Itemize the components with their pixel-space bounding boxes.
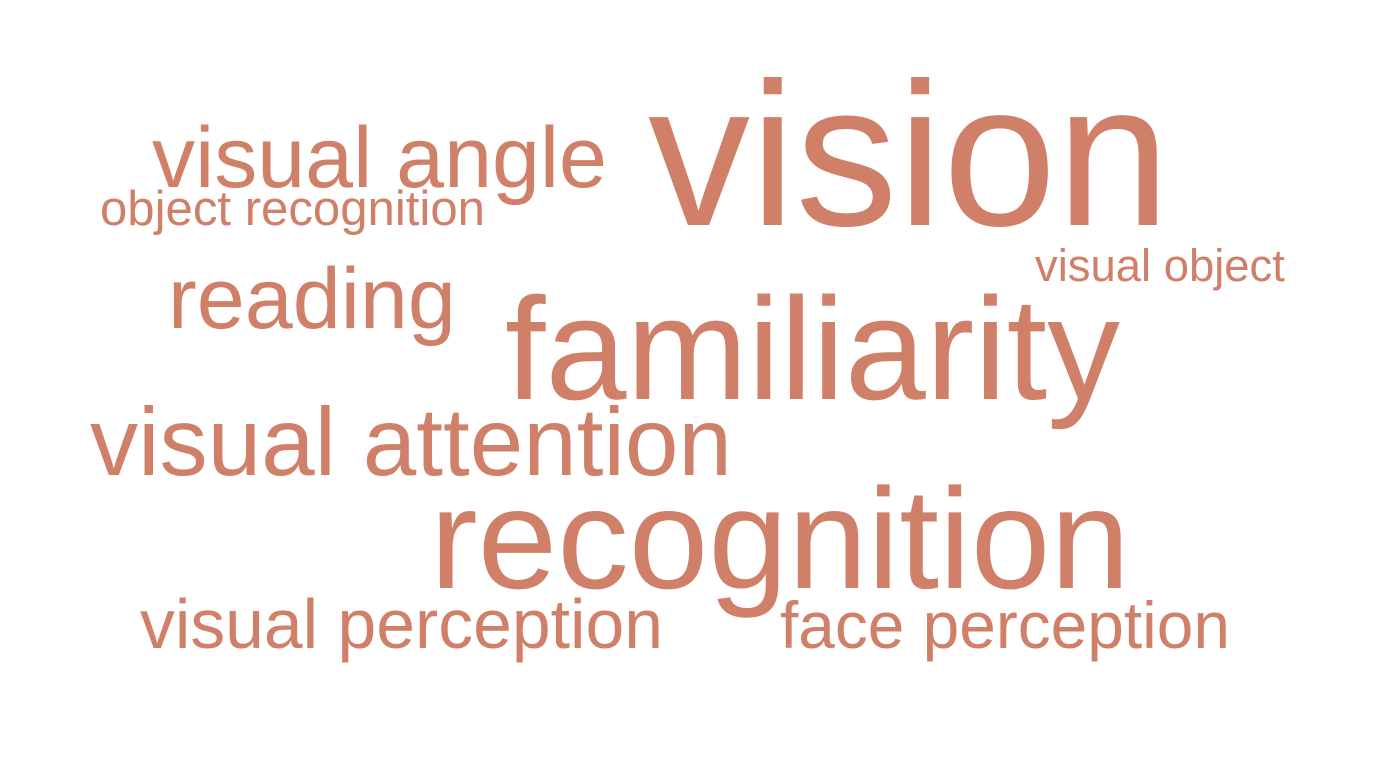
word-visual-angle: visual angle	[152, 110, 607, 207]
word-object-recognition: object recognition	[100, 181, 485, 236]
word-vision: vision	[648, 41, 1170, 270]
word-recognition: recognition	[430, 458, 1130, 619]
word-reading: reading	[168, 250, 456, 347]
word-visual-perception: visual perception	[140, 584, 663, 663]
word-visual-attention: visual attention	[90, 388, 732, 496]
word-familiarity: familiarity	[505, 267, 1120, 431]
word-visual-object: visual object	[1035, 239, 1285, 291]
word-face-perception: face perception	[780, 588, 1230, 663]
